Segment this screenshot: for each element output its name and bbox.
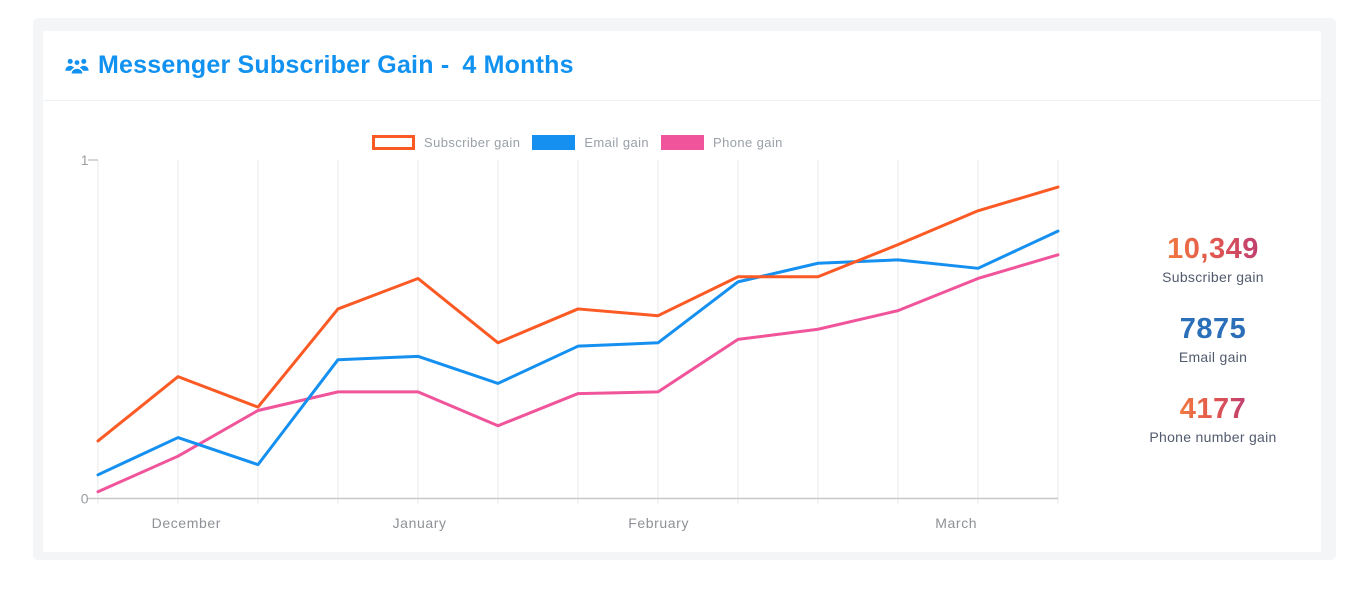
series-line-subscriber-gain <box>96 185 1060 443</box>
card-panel: Messenger Subscriber Gain - 4 Months 1 0 De… <box>43 31 1321 552</box>
legend-label: Subscriber gain <box>424 134 521 150</box>
x-tick-label-january: January <box>393 515 447 531</box>
legend-swatch-email-gain <box>532 134 576 150</box>
legend-item-subscriber-gain[interactable]: Subscriber gain <box>372 134 521 150</box>
legend-swatch-phone-gain <box>661 134 705 150</box>
stat-label: Phone number gain <box>1149 429 1277 445</box>
page-title-period: 4 Months <box>462 51 574 79</box>
legend-swatch-subscriber-gain <box>372 134 415 150</box>
stat-label: Email gain <box>1178 349 1248 365</box>
legend-item-phone-gain[interactable]: Phone gain <box>661 134 783 150</box>
stat-value: 4177 <box>1179 393 1247 425</box>
x-tick-label-december: December <box>152 515 221 531</box>
stats-column: 10,349 Subscriber gain 7875 Email gain 4177 P… <box>1133 234 1293 474</box>
stat-email-gain: 7875 Email gain <box>1133 313 1293 366</box>
page-title: Messenger Subscriber Gain - 4 Months <box>98 51 574 80</box>
chart-legend: Subscriber gain Email gain Phone gain <box>372 134 783 150</box>
users-icon <box>65 56 89 75</box>
stat-phone-number-gain: 4177 Phone number gain <box>1133 393 1293 446</box>
stat-subscriber-gain: 10,349 Subscriber gain <box>1133 233 1293 286</box>
y-tick-label: 0 <box>81 491 89 507</box>
series-line-email-gain <box>96 229 1060 477</box>
chart-region: 1 0 December January February March Subscribe… <box>43 101 1321 552</box>
chart-canvas[interactable]: 1 0 December January February March <box>43 101 1321 552</box>
chart-card: Messenger Subscriber Gain - 4 Months 1 0 De… <box>33 18 1336 560</box>
card-header: Messenger Subscriber Gain - 4 Months <box>43 31 1321 101</box>
series-line-phone-gain <box>96 253 1060 494</box>
stat-value: 10,349 <box>1167 233 1259 265</box>
legend-label: Phone gain <box>713 134 783 150</box>
x-tick-label-march: March <box>935 515 977 531</box>
line-chart-svg: 1 0 December January February March <box>81 152 1060 531</box>
x-tick-label-february: February <box>628 515 689 531</box>
legend-item-email-gain[interactable]: Email gain <box>532 134 650 150</box>
y-tick-label: 1 <box>81 152 89 168</box>
stat-value: 7875 <box>1179 313 1247 345</box>
stat-label: Subscriber gain <box>1162 269 1264 285</box>
legend-label: Email gain <box>584 134 650 150</box>
page-title-prefix: Messenger Subscriber Gain - <box>98 51 450 79</box>
